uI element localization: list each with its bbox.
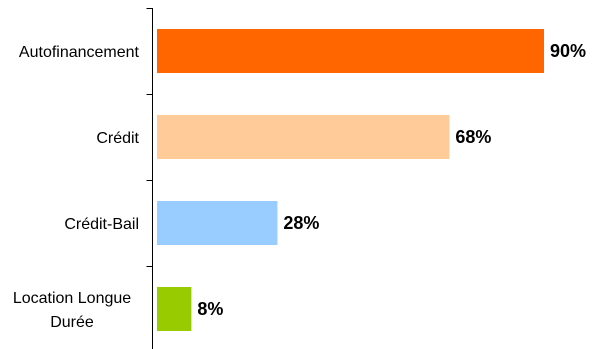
category-labels: Autofinancement Crédit Crédit-Bail Location…: [13, 44, 140, 331]
category-label-autofinancement: Autofinancement: [19, 44, 140, 61]
bar-location-longue-duree: [157, 287, 192, 331]
category-label-credit-bail: Crédit-Bail: [64, 216, 139, 233]
category-label-credit: Crédit: [96, 130, 139, 147]
value-label-location-longue-duree: 8%: [197, 299, 223, 319]
bar-autofinancement: [157, 29, 544, 73]
value-label-autofinancement: 90%: [550, 41, 586, 61]
category-label-line: Autofinancement: [19, 44, 140, 61]
value-label-credit-bail: 28%: [283, 213, 319, 233]
category-label-line: Durée: [50, 314, 94, 331]
value-labels: 90% 68% 28% 8%: [197, 41, 586, 319]
value-label-credit: 68%: [455, 127, 491, 147]
bar-credit: [157, 115, 450, 159]
category-axis-ticks: [146, 8, 153, 267]
bar-credit-bail: [157, 201, 278, 245]
category-label-line: Location Longue: [13, 290, 131, 307]
category-label-line: Crédit: [96, 130, 139, 147]
category-label-location-longue-duree: Location Longue Durée: [13, 290, 131, 331]
category-label-line: Crédit-Bail: [64, 216, 139, 233]
bars: [157, 29, 544, 331]
